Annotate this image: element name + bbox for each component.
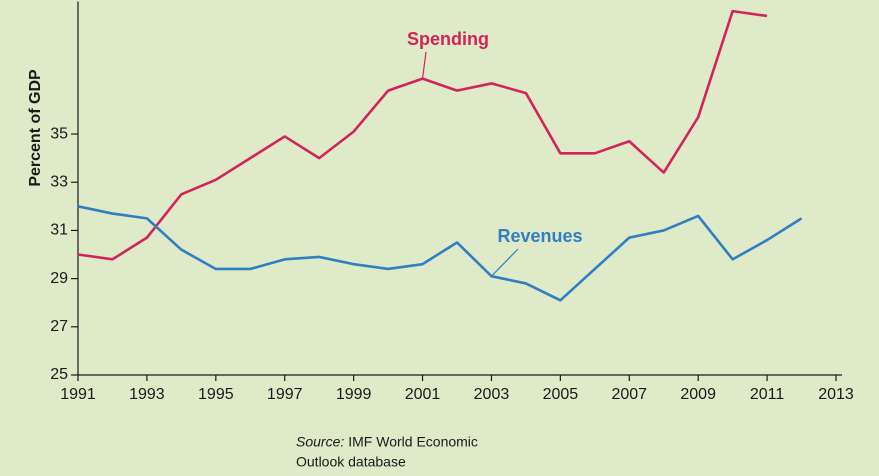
- source-prefix: Source:: [296, 434, 344, 450]
- source-line: Outlook database: [296, 454, 406, 470]
- series-line: [77, 205, 803, 302]
- x-tick-label: 1993: [129, 386, 165, 403]
- x-tick-label: 1995: [198, 386, 234, 403]
- x-tick-label: 2013: [818, 386, 854, 403]
- x-tick-label: 2011: [750, 386, 785, 403]
- y-tick-label: 33: [50, 173, 68, 190]
- x-tick-label: 1999: [336, 386, 372, 403]
- source-line: IMF World Economic: [348, 434, 478, 450]
- y-tick-label: 25: [50, 366, 68, 383]
- x-tick-label: 2009: [680, 386, 716, 403]
- y-tick-label: 35: [50, 125, 68, 142]
- y-tick-label: 29: [50, 270, 68, 287]
- series-line: [77, 9, 768, 261]
- leader-line: [491, 248, 519, 277]
- x-tick-label: 1991: [60, 386, 96, 403]
- y-tick-label: 31: [50, 222, 68, 239]
- leader-line: [421, 51, 427, 79]
- series-label: Revenues: [497, 226, 582, 246]
- y-tick-label: 27: [50, 318, 68, 335]
- series-label: Spending: [407, 29, 489, 49]
- x-tick-label: 2001: [405, 386, 441, 403]
- y-axis-label: Percent of GDP: [27, 69, 44, 187]
- x-tick-label: 1997: [267, 386, 303, 403]
- x-tick-label: 2005: [543, 386, 579, 403]
- x-tick-label: 2007: [611, 386, 647, 403]
- x-tick-label: 2003: [474, 386, 510, 403]
